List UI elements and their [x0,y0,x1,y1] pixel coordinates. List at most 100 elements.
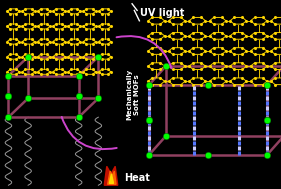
Point [35,70,40,73]
Point [60,73,64,76]
Point [23,43,28,46]
Point [78,10,83,13]
Point [47,70,52,73]
Point [54,27,58,30]
Point [99,68,104,71]
Point [166,50,171,53]
Point [240,53,244,56]
Point [150,61,155,64]
Point [75,22,80,26]
Point [224,50,228,53]
Point [207,80,212,83]
Point [20,25,25,28]
Point [232,61,236,64]
Point [29,58,34,61]
Point [273,31,277,34]
Point [76,74,81,77]
Point [211,68,216,71]
Point [29,27,34,30]
Point [199,38,204,41]
Point [207,50,212,53]
Point [146,50,150,53]
Point [23,53,28,56]
Point [5,70,9,73]
Point [150,16,155,19]
Point [38,38,43,41]
Point [81,25,86,28]
Point [38,43,43,46]
Point [99,27,104,30]
Point [166,65,171,68]
Point [183,34,187,37]
Point [199,68,204,71]
Point [273,46,277,49]
Point [54,68,58,71]
Point [6,116,11,119]
Text: Heat: Heat [124,173,149,183]
Point [84,38,89,41]
Point [76,95,81,98]
Point [8,68,12,71]
Point [76,95,81,98]
Point [162,65,167,68]
Point [109,25,113,28]
Point [99,53,104,56]
Point [75,53,80,56]
Point [232,68,236,71]
Point [99,12,104,15]
Point [90,22,95,26]
Point [96,40,101,43]
Point [187,34,191,37]
Point [32,10,37,13]
Point [207,19,212,22]
Point [232,38,236,41]
Point [273,61,277,64]
Point [207,65,212,68]
Point [150,83,155,86]
Point [179,38,183,41]
Point [81,10,86,13]
Point [232,46,236,49]
Point [191,16,196,19]
Point [106,7,110,10]
Point [158,23,163,26]
Point [207,34,212,37]
Point [158,31,163,34]
Point [106,27,110,30]
Point [84,68,89,71]
Point [158,46,163,49]
Point [78,40,83,43]
Point [166,19,171,22]
Point [38,58,43,61]
Point [8,53,12,56]
Point [203,65,208,68]
Point [84,7,89,10]
Point [171,23,175,26]
Point [191,31,196,34]
Point [96,55,101,58]
Point [252,16,257,19]
Point [69,12,73,15]
Point [78,70,83,73]
Point [191,53,196,56]
Point [244,80,249,83]
Point [17,55,22,58]
Point [76,116,81,119]
Point [199,46,204,49]
Point [106,43,110,46]
Point [69,22,73,26]
Point [23,27,28,30]
Point [14,68,19,71]
Point [158,16,163,19]
Point [69,53,73,56]
Point [26,97,30,100]
Point [187,65,191,68]
Point [171,76,175,79]
Point [38,73,43,76]
Point [84,12,89,15]
Point [14,22,19,26]
Point [171,83,175,86]
Point [150,46,155,49]
Point [199,76,204,79]
Point [45,58,49,61]
